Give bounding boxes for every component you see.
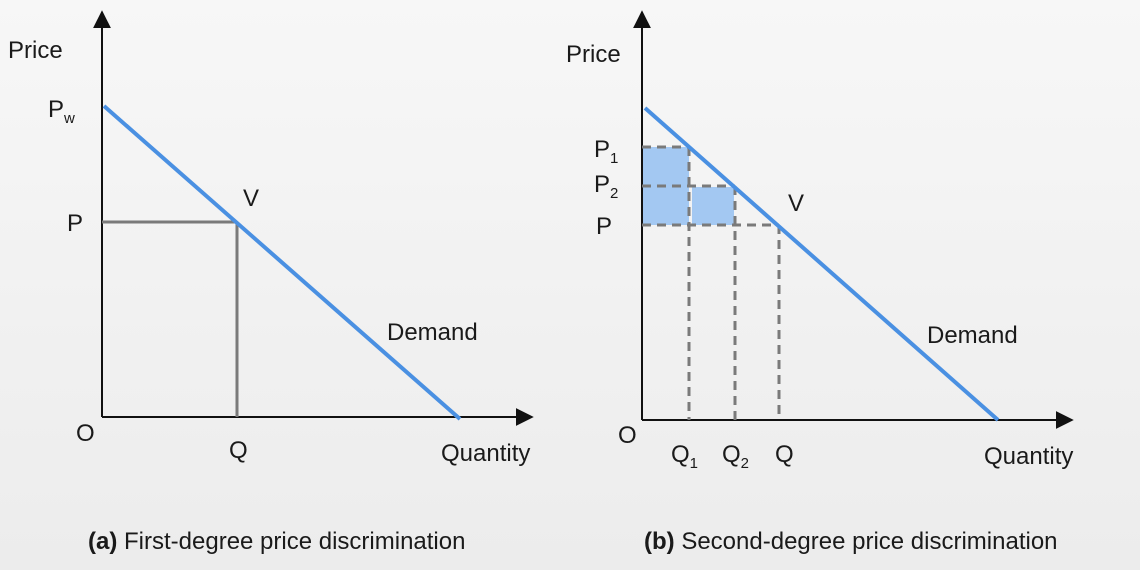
- panel-b: Price P1 P2 P V Demand O Q1 Q2 Q Quantit…: [566, 10, 1074, 555]
- quantity-label: Q: [775, 441, 794, 468]
- demand-label: Demand: [387, 319, 478, 346]
- price2-label: P2: [594, 171, 618, 202]
- origin-label: O: [76, 420, 95, 447]
- x-axis-label: Quantity: [984, 443, 1073, 470]
- caption-a: (a) First-degree price discrimination: [88, 528, 465, 555]
- y-axis-label: Price: [566, 41, 621, 68]
- q1-label: Q1: [671, 441, 698, 472]
- q2-label: Q2: [722, 441, 749, 472]
- surplus-block-2: [692, 187, 734, 225]
- panel-a: Price Pw P V Demand O Q Quantity (a) Fir…: [8, 10, 534, 555]
- origin-label: O: [618, 422, 637, 449]
- price-label: P: [596, 213, 612, 240]
- demand-curve: [643, 106, 1000, 422]
- max-price-label: Pw: [48, 96, 75, 127]
- x-axis-label: Quantity: [441, 440, 530, 467]
- point-v-label: V: [243, 185, 259, 212]
- price1-label: P1: [594, 136, 618, 167]
- demand-label: Demand: [927, 322, 1018, 349]
- point-v-label: V: [788, 190, 804, 217]
- y-axis-label: Price: [8, 37, 63, 64]
- price-label: P: [67, 210, 83, 237]
- demand-curve: [102, 104, 462, 421]
- quantity-label: Q: [229, 437, 248, 464]
- caption-b: (b) Second-degree price discrimination: [644, 528, 1058, 555]
